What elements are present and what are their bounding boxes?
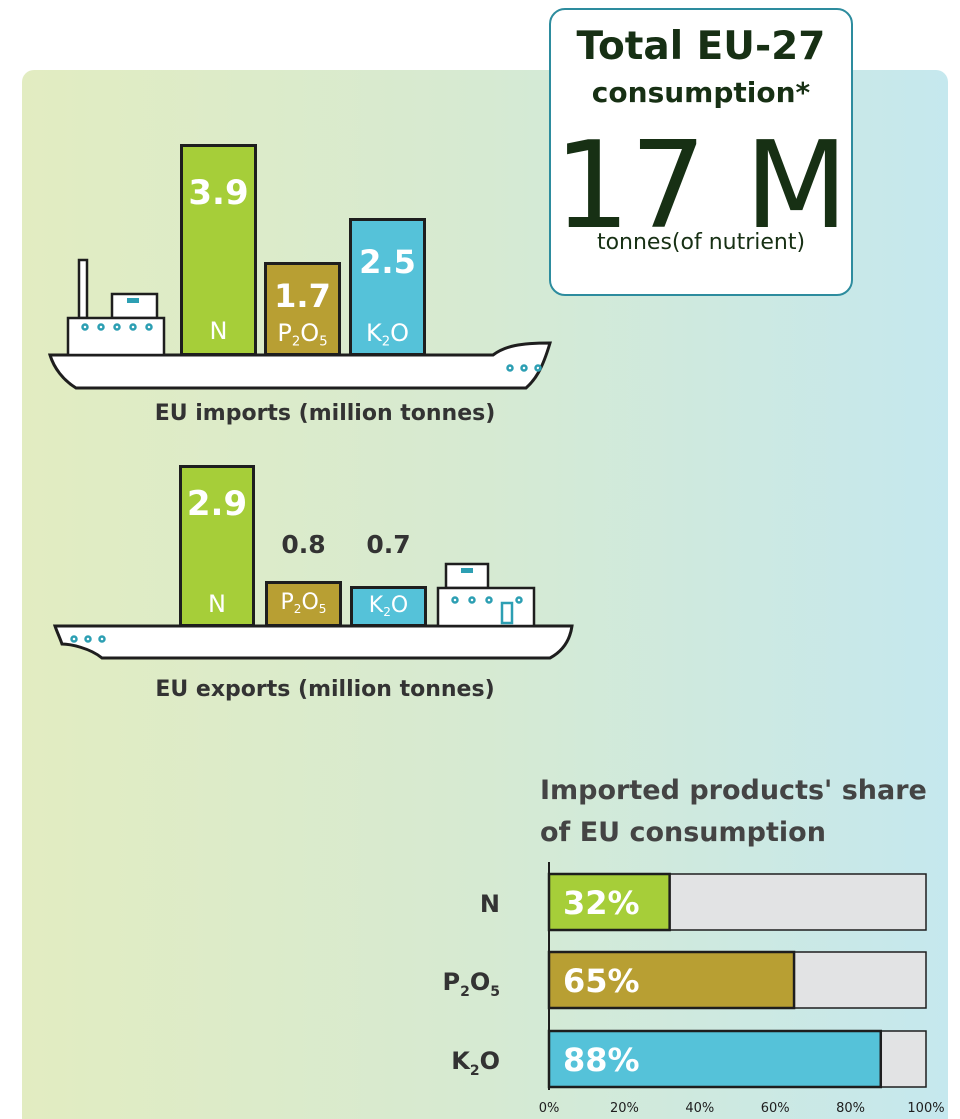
share-category-n: N: [480, 890, 500, 918]
share-xtick-5: 100%: [907, 1101, 944, 1116]
export-ship-hull: [52, 624, 574, 660]
imports-caption: EU imports (million tonnes): [154, 401, 496, 426]
share-chart-title: Imported products' share of EU consumpti…: [540, 775, 927, 848]
export-container-k2o: K2O: [350, 586, 427, 627]
share-xtick-3: 60%: [761, 1101, 790, 1116]
export-value-k2o: 0.7: [366, 530, 411, 559]
share-xtick-0: 0%: [539, 1101, 560, 1116]
share-bar-n: [547, 872, 671, 932]
export-cabin: [436, 586, 536, 628]
export-container-n: 2.9 N: [179, 465, 255, 627]
import-label-n: N: [209, 317, 228, 345]
share-bar-value-n: 32%: [563, 884, 640, 922]
export-portholes: [70, 635, 106, 643]
import-label-p2o5: P2O5: [277, 319, 328, 350]
export-value-n: 2.9: [186, 484, 248, 524]
total-subtitle: consumption*: [591, 76, 811, 109]
share-bar-p2o5: [547, 950, 796, 1010]
share-xtick-1: 20%: [610, 1101, 639, 1116]
import-ship-hull: [47, 341, 553, 390]
total-value: 17 M: [553, 117, 849, 256]
import-label-k2o: K2O: [365, 319, 410, 350]
import-value-n: 3.9: [188, 173, 249, 213]
import-container-n: 3.9 N: [180, 144, 257, 356]
share-xtick-2: 40%: [685, 1101, 714, 1116]
export-container-p2o5: P2O5: [265, 581, 342, 627]
exports-caption: EU exports (million tonnes): [155, 677, 495, 702]
import-value-p2o5: 1.7: [274, 277, 331, 315]
share-category-p2o5: P2O5: [443, 968, 501, 1000]
import-container-p2o5: 1.7 P2O5: [264, 262, 341, 356]
share-bar-value-p2o5: 65%: [563, 962, 640, 1000]
share-bar-k2o: [547, 1029, 883, 1089]
share-bar-value-k2o: 88%: [563, 1041, 640, 1079]
total-title: Total EU-27: [576, 24, 826, 69]
export-value-p2o5: 0.8: [281, 530, 326, 559]
share-category-k2o: K2O: [451, 1047, 500, 1079]
share-xtick-4: 80%: [836, 1101, 865, 1116]
import-portholes: [506, 364, 542, 372]
total-unit: tonnes(of nutrient): [596, 230, 806, 255]
import-value-k2o: 2.5: [359, 243, 416, 281]
export-label-p2o5: P2O5: [280, 590, 327, 617]
export-label-n: N: [208, 590, 226, 618]
total-consumption-card: Total EU-27 consumption* 17 M tonnes(of …: [549, 8, 853, 296]
import-container-k2o: 2.5 K2O: [349, 218, 426, 356]
export-label-k2o: K2O: [368, 593, 409, 620]
